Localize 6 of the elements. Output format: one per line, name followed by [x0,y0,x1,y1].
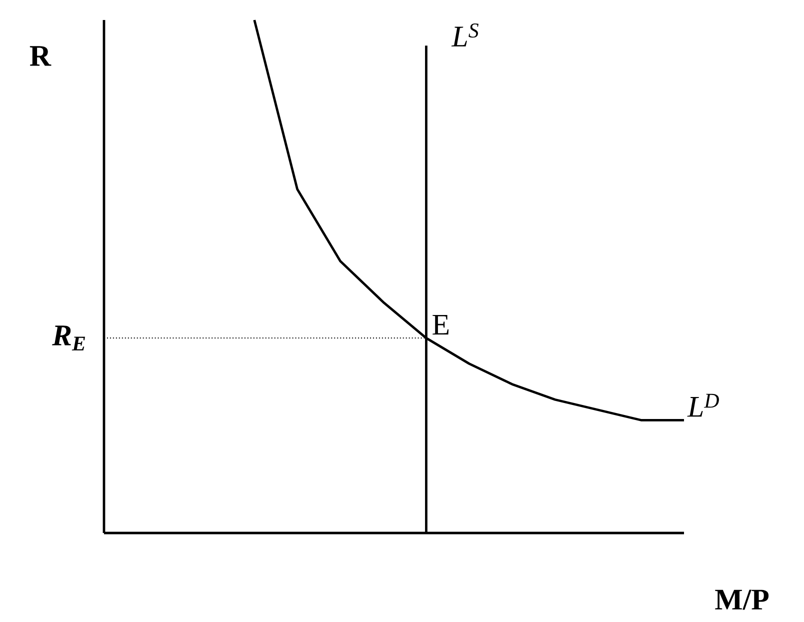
text: R [30,46,52,66]
annotation: E [432,314,449,335]
series-label: L$^{D}$ [687,394,719,417]
x-axis-title: M/P [715,590,769,610]
ref-line-label: R$_{E}$ [52,326,86,350]
annotation: L$^{S}$ [451,24,478,46]
